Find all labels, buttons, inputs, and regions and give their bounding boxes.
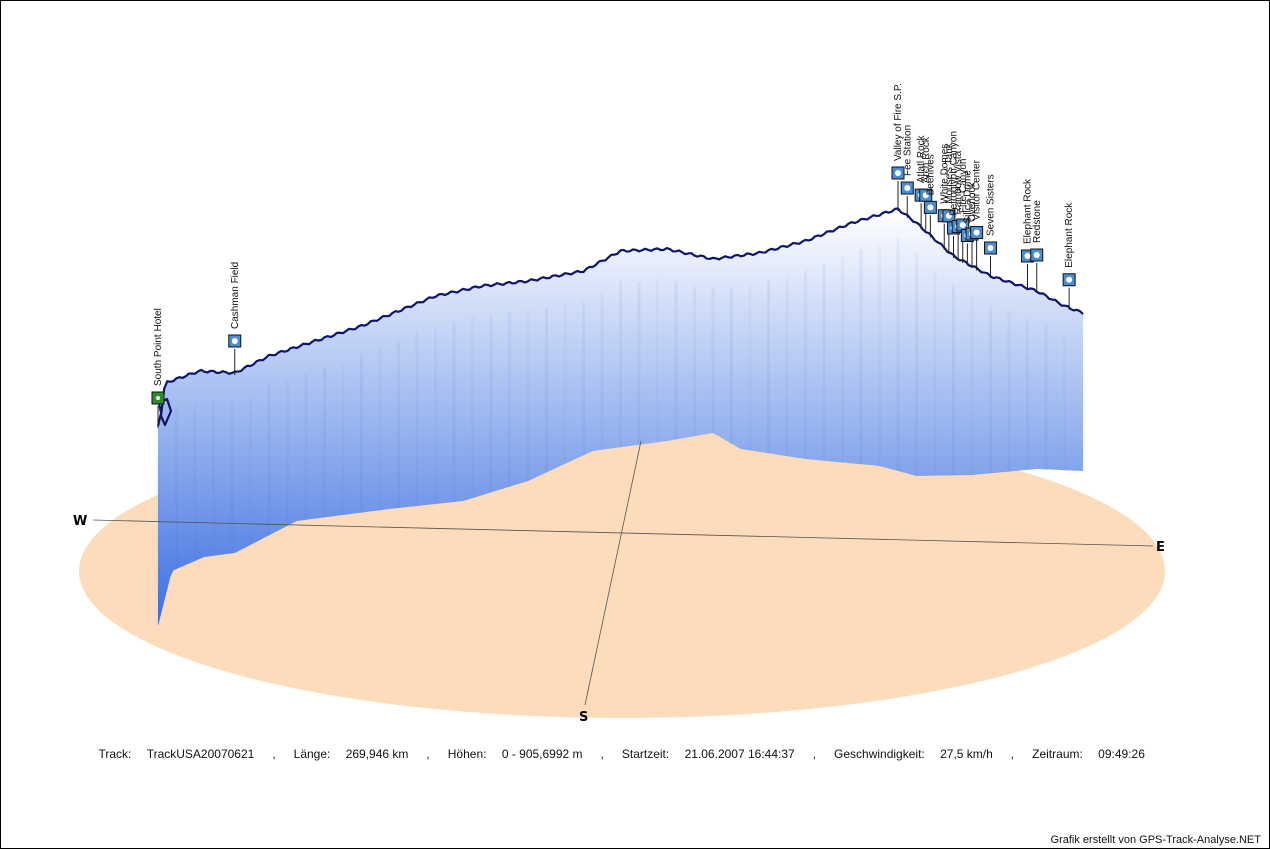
profile-curtain (156, 208, 1083, 627)
waypoint-label: Redstone (1032, 200, 1043, 243)
waypoint-label: Overlook (967, 181, 978, 222)
speed-value: 27,5 km/h (940, 747, 993, 761)
compass-east: E (1156, 540, 1165, 555)
waypoint-icon-glyph (945, 212, 952, 219)
waypoint-label: Arch Rock (921, 136, 932, 183)
separator: , (1010, 747, 1015, 761)
waypoint-marker[interactable]: Cashman Field (228, 262, 242, 375)
waypoint-marker[interactable]: Arch Rock (919, 136, 933, 234)
credit-text: Grafik erstellt von GPS-Track-Analyse.NE… (1050, 834, 1261, 846)
length-value: 269,946 km (345, 747, 409, 761)
waypoint-label: Seven Sisters (986, 174, 997, 236)
start-value: 21.06.2007 16:44:37 (684, 747, 795, 761)
waypoint-marker[interactable]: Elephant Rock (1062, 202, 1076, 310)
waypoint-label: Petroglyph Canyon (949, 131, 960, 216)
waypoint-icon-glyph (959, 222, 966, 228)
waypoint-label: Valley of Fire S.P. (893, 83, 904, 161)
track-info-length: Länge: 269,946 km (288, 747, 415, 761)
waypoint-icon-glyph (895, 170, 901, 176)
track-info-track: Track: TrackUSA20070621 (92, 747, 260, 761)
waypoint-icon-glyph (1024, 253, 1031, 259)
compass-west: W (73, 514, 87, 529)
track-info-elevation: Höhen: 0 - 905,6992 m (442, 747, 589, 761)
separator: , (812, 747, 817, 761)
waypoint-marker[interactable]: Visitor Center (970, 159, 984, 271)
waypoint-label: Fire Canyon (958, 159, 969, 213)
waypoint-label: Fee Station (902, 125, 913, 176)
waypoint-label: Rainbow Vista (953, 150, 964, 214)
start-label: Startzeit: (621, 747, 670, 761)
length-label: Länge: (293, 747, 331, 761)
track-info-start: Startzeit: 21.06.2007 16:44:37 (616, 747, 801, 761)
waypoint-label: Elephant Rock (1023, 178, 1034, 244)
waypoint-label: Visitor Center (972, 159, 983, 220)
waypoint-icon-glyph (231, 338, 238, 344)
separator: , (272, 747, 276, 761)
track-line (156, 207, 1084, 427)
waypoint-label: Elephant Rock (1064, 202, 1075, 268)
waypoint-icon-glyph (922, 192, 929, 199)
waypoint-icon-glyph (1066, 276, 1073, 283)
duration-label: Zeitraum: (1032, 747, 1083, 761)
waypoint-label: Cashman Field (230, 262, 241, 329)
track-label: Track: (98, 747, 132, 761)
waypoint-icon-glyph (1033, 252, 1040, 258)
waypoint-marker[interactable]: Beehives (923, 154, 937, 238)
waypoint-label: Silica Dome (962, 170, 973, 224)
waypoint-icon-glyph (927, 204, 934, 211)
waypoint-marker[interactable]: Valley of Fire S.P. (891, 83, 905, 211)
waypoint-icon-glyph (987, 245, 994, 251)
waypoint-marker[interactable]: Fee Station (900, 125, 914, 218)
curtain-surface (158, 208, 1083, 627)
waypoint-label: South Point Hotel (153, 308, 164, 386)
speed-label: Geschwindigkeit: (834, 747, 925, 761)
waypoint-label: Mouse's Tank (944, 142, 955, 204)
waypoint-marker[interactable]: Seven Sisters (984, 174, 997, 278)
track-info-line: Track: TrackUSA20070621, Länge: 269,946 k… (1, 733, 1229, 775)
waypoint-label: Atlatl Rock (916, 134, 927, 183)
waypoint-icon-glyph (904, 185, 911, 191)
waypoint-marker[interactable]: South Point Hotel (151, 308, 165, 428)
elevation-label: Höhen: (447, 747, 487, 761)
duration-value: 09:49:26 (1098, 747, 1145, 761)
west-east-axis (92, 519, 1154, 547)
track-value: TrackUSA20070621 (146, 747, 255, 761)
waypoint-marker[interactable]: Redstone (1030, 200, 1044, 293)
track-info-duration: Zeitraum: 09:49:26 (1026, 747, 1151, 761)
south-axis (584, 440, 642, 706)
compass-south: S (579, 710, 588, 725)
elevation-value: 0 - 905,6992 m (501, 747, 583, 761)
waypoint-label: Beehives (925, 154, 936, 195)
waypoint-markers: South Point Hotel Cashman Field Valley of … (151, 83, 1076, 428)
separator: , (426, 747, 430, 761)
waypoint-icon-glyph (973, 229, 980, 236)
waypoint-icon-glyph (156, 396, 160, 400)
separator: , (600, 747, 604, 761)
track-info-speed: Geschwindigkeit: 27,5 km/h (828, 747, 999, 761)
waypoint-label: White Domes (939, 144, 950, 204)
